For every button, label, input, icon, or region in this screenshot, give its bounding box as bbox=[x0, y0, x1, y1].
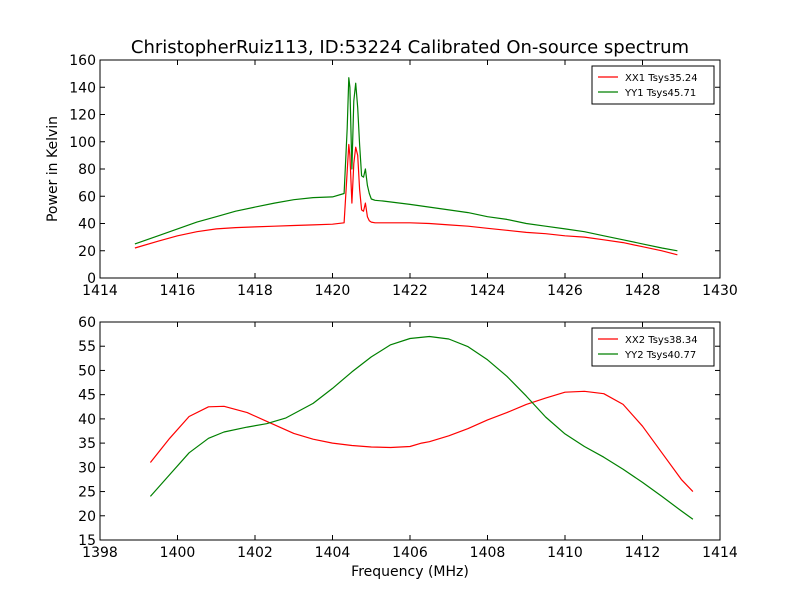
chart-panel-2: 1398 1400 1402 1404 1406 1408 1410 1412 1414 15 20… bbox=[78, 315, 738, 580]
y-tick-label: 25 bbox=[78, 485, 96, 501]
figure-title: ChristopherRuiz113, ID:53224 Calibrated … bbox=[131, 37, 689, 58]
y-tick-label: 30 bbox=[78, 460, 96, 476]
x-tick-label: 1430 bbox=[702, 283, 738, 299]
plot-frame bbox=[99, 59, 721, 279]
x-tick-label: 1414 bbox=[702, 545, 738, 561]
x-tick-label: 1406 bbox=[392, 545, 428, 561]
y-tick-label: 55 bbox=[78, 339, 96, 355]
legend: XX1 Tsys35.24 YY1 Tsys45.71 bbox=[591, 65, 715, 105]
series-line-2 bbox=[149, 335, 694, 520]
y-tick-label: 0 bbox=[87, 271, 96, 287]
series-line-2 bbox=[134, 77, 678, 252]
y-tick-label: 20 bbox=[78, 244, 96, 260]
x-tick-label: 1424 bbox=[470, 283, 506, 299]
x-tick-label: 1402 bbox=[237, 545, 273, 561]
x-tick-label: 1416 bbox=[160, 283, 196, 299]
x-tick-label: 1408 bbox=[470, 545, 506, 561]
legend-label: XX1 Tsys35.24 bbox=[625, 73, 698, 84]
x-tick-label: 1404 bbox=[315, 545, 351, 561]
y-tick-label: 60 bbox=[78, 189, 96, 205]
x-tick-label: 1426 bbox=[547, 283, 583, 299]
x-tick-label: 1400 bbox=[160, 545, 196, 561]
series-line-1 bbox=[134, 143, 678, 256]
chart-panel-1: 1414 1416 1418 1420 1422 1424 1426 1428 1430 0 20 4… bbox=[45, 53, 738, 299]
legend-box bbox=[591, 65, 715, 105]
y-tick-label: 40 bbox=[78, 217, 96, 233]
y-tick-label: 35 bbox=[78, 436, 96, 452]
x-tick-label: 1420 bbox=[315, 283, 351, 299]
y-tick-label: 160 bbox=[69, 53, 96, 69]
y-axis-title: Power in Kelvin bbox=[45, 116, 61, 222]
x-tick-label: 1414 bbox=[82, 283, 118, 299]
y-tick-label: 50 bbox=[78, 363, 96, 379]
legend-label: YY2 Tsys40.77 bbox=[624, 350, 696, 361]
x-axis-title: Frequency (MHz) bbox=[351, 564, 469, 580]
x-tick-label: 1398 bbox=[82, 545, 118, 561]
series-line-1 bbox=[149, 390, 694, 493]
y-tick-label: 20 bbox=[78, 509, 96, 525]
legend-box bbox=[591, 327, 715, 367]
y-tick-label: 120 bbox=[69, 108, 96, 124]
x-tick-label: 1410 bbox=[547, 545, 583, 561]
y-tick-label: 80 bbox=[78, 162, 96, 178]
x-tick-label: 1412 bbox=[625, 545, 661, 561]
legend-label: XX2 Tsys38.34 bbox=[625, 335, 698, 346]
plot-frame bbox=[99, 321, 721, 541]
y-tick-label: 100 bbox=[69, 135, 96, 151]
y-tick-label: 140 bbox=[69, 80, 96, 96]
y-tick-label: 15 bbox=[78, 533, 96, 549]
legend: XX2 Tsys38.34 YY2 Tsys40.77 bbox=[591, 327, 715, 367]
x-tick-label: 1428 bbox=[625, 283, 661, 299]
y-tick-label: 40 bbox=[78, 412, 96, 428]
x-tick-label: 1418 bbox=[237, 283, 273, 299]
y-tick-label: 60 bbox=[78, 315, 96, 331]
legend-label: YY1 Tsys45.71 bbox=[624, 88, 696, 99]
y-tick-label: 45 bbox=[78, 388, 96, 404]
x-tick-label: 1422 bbox=[392, 283, 428, 299]
